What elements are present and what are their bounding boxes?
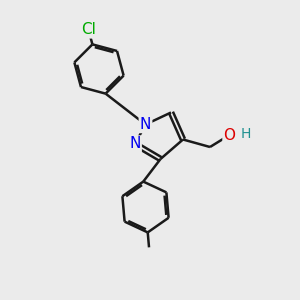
Text: Cl: Cl: [81, 22, 96, 38]
Text: N: N: [140, 117, 151, 132]
Text: O: O: [224, 128, 236, 142]
Text: N: N: [129, 136, 141, 152]
Text: H: H: [241, 127, 251, 140]
